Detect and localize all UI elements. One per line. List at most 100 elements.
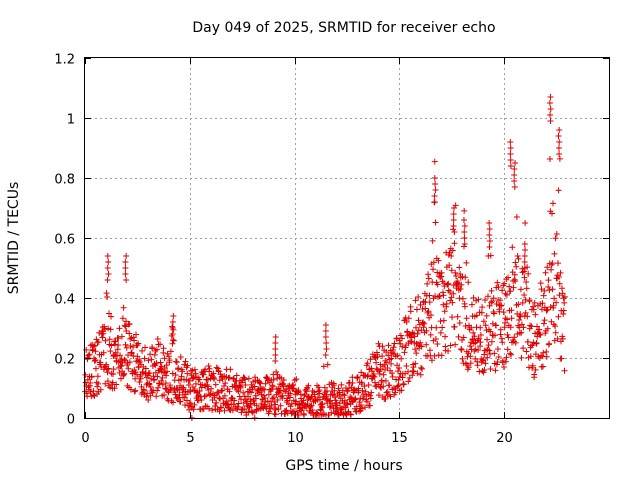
data-point <box>530 306 537 313</box>
data-point <box>497 326 504 333</box>
data-point <box>222 380 229 387</box>
data-point <box>94 373 101 380</box>
y-tick-label: 0.6 <box>54 233 75 248</box>
data-point <box>342 404 349 411</box>
data-point <box>251 383 258 390</box>
data-point <box>454 278 461 285</box>
data-point <box>272 340 279 346</box>
data-point <box>403 319 410 326</box>
y-tick-label: 1 <box>67 113 75 128</box>
data-point <box>418 364 425 371</box>
data-point <box>169 323 176 330</box>
data-point <box>477 332 484 339</box>
data-point <box>459 295 466 302</box>
data-point <box>308 402 315 409</box>
data-point <box>232 384 239 391</box>
data-point <box>323 346 330 352</box>
data-point <box>118 333 125 340</box>
data-point <box>549 260 556 267</box>
data-point <box>463 259 470 266</box>
data-point <box>521 265 528 271</box>
data-point <box>444 281 451 288</box>
data-point <box>494 345 501 352</box>
data-point <box>95 339 102 346</box>
data-point <box>540 320 547 327</box>
data-point <box>113 381 120 388</box>
scatter-points <box>82 94 568 421</box>
data-point <box>462 274 469 281</box>
data-point <box>349 374 356 381</box>
data-point <box>235 400 242 407</box>
data-point <box>384 388 391 395</box>
data-point <box>452 341 459 348</box>
data-point <box>552 235 559 242</box>
data-point <box>431 158 438 165</box>
data-point <box>556 280 563 287</box>
data-point <box>479 304 486 311</box>
data-point <box>190 406 197 413</box>
data-point <box>272 401 279 408</box>
data-point <box>170 337 177 344</box>
data-point <box>430 259 437 266</box>
data-point <box>439 289 446 296</box>
data-point <box>517 313 524 320</box>
data-point <box>166 357 173 364</box>
data-point <box>94 383 101 390</box>
data-point <box>127 386 134 393</box>
data-point <box>451 240 458 247</box>
plot-frame <box>84 57 610 419</box>
data-point <box>105 259 112 265</box>
y-tick-label: 0.2 <box>54 353 75 368</box>
data-point <box>341 392 348 399</box>
data-point <box>515 301 522 308</box>
data-point <box>181 402 188 409</box>
data-point <box>467 353 474 360</box>
data-point <box>548 210 555 217</box>
data-point <box>405 315 412 322</box>
data-point <box>438 352 445 359</box>
data-point <box>515 255 522 262</box>
data-point <box>211 376 218 383</box>
data-point <box>108 313 115 320</box>
data-point <box>301 392 308 399</box>
data-point <box>221 407 228 414</box>
data-point <box>268 402 275 409</box>
data-point <box>216 408 223 415</box>
x-tick-label: 5 <box>186 431 194 446</box>
data-point <box>139 347 146 354</box>
data-point <box>512 259 519 266</box>
data-point <box>295 412 302 418</box>
data-point <box>460 334 467 341</box>
x-tick-label: 0 <box>81 431 89 446</box>
data-point <box>428 357 435 364</box>
data-point <box>547 112 554 118</box>
data-point <box>450 290 457 297</box>
data-point <box>528 323 535 330</box>
data-point <box>415 294 422 301</box>
data-point <box>547 304 554 311</box>
data-point <box>556 151 563 157</box>
data-point <box>123 253 130 259</box>
data-point <box>349 379 356 386</box>
data-point <box>344 387 351 394</box>
data-point <box>411 333 418 340</box>
data-point <box>248 389 255 396</box>
data-point <box>380 383 387 390</box>
data-point <box>170 399 177 406</box>
data-point <box>486 302 493 309</box>
data-point <box>151 376 158 383</box>
data-point <box>118 362 125 369</box>
data-point <box>136 359 143 366</box>
data-point <box>427 331 434 338</box>
data-point <box>375 340 382 347</box>
chart-title: Day 049 of 2025, SRMTID for receiver ech… <box>192 20 495 36</box>
data-point <box>548 266 555 273</box>
data-point <box>331 394 338 401</box>
data-point <box>104 294 111 301</box>
data-point <box>375 392 382 399</box>
data-point <box>523 348 530 355</box>
data-point <box>546 287 553 294</box>
data-point <box>385 352 392 359</box>
data-point <box>456 295 463 302</box>
data-point <box>539 300 546 307</box>
